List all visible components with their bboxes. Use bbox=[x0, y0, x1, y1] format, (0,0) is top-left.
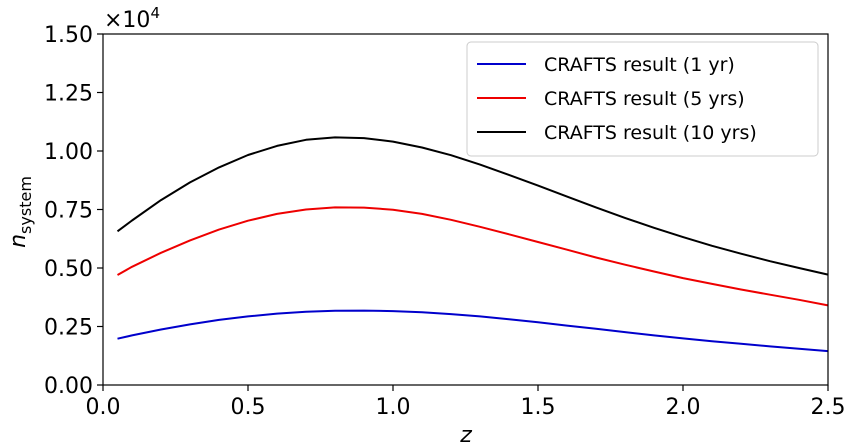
y-ticks: 0.00 0.25 0.50 0.75 1.00 1.25 1.50 bbox=[44, 23, 103, 399]
x-tick-label: 2.0 bbox=[666, 395, 701, 420]
x-tick-label: 0.0 bbox=[86, 395, 121, 420]
y-multiplier-exp: 4 bbox=[150, 4, 160, 22]
y-tick-label: 1.25 bbox=[44, 82, 93, 107]
y-tick-label: 0.00 bbox=[44, 374, 93, 399]
legend: CRAFTS result (1 yr) CRAFTS result (5 yr… bbox=[466, 41, 819, 157]
x-tick-label: 1.0 bbox=[376, 395, 411, 420]
legend-label-10yrs: CRAFTS result (10 yrs) bbox=[544, 122, 757, 144]
series-line-1 bbox=[117, 206, 829, 307]
series-layer bbox=[116, 136, 829, 353]
x-tick-label: 0.5 bbox=[231, 395, 266, 420]
y-tick-label: 0.50 bbox=[44, 257, 93, 282]
legend-label-1yr: CRAFTS result (1 yr) bbox=[544, 54, 735, 76]
legend-label-5yrs: CRAFTS result (5 yrs) bbox=[544, 88, 745, 110]
y-multiplier-base: ×10 bbox=[104, 8, 150, 33]
x-ticks: 0.0 0.5 1.0 1.5 2.0 2.5 bbox=[86, 385, 846, 420]
series-line-2 bbox=[116, 136, 829, 276]
y-tick-label: 0.25 bbox=[44, 316, 93, 341]
y-axis-label-main: n bbox=[6, 234, 31, 248]
y-axis-label: nsystem bbox=[6, 176, 35, 248]
x-tick-label: 1.5 bbox=[521, 395, 556, 420]
y-tick-label: 1.50 bbox=[44, 23, 93, 48]
x-axis-label: z bbox=[459, 423, 472, 448]
y-tick-label: 1.00 bbox=[44, 140, 93, 165]
y-multiplier: ×104 bbox=[104, 4, 160, 33]
x-tick-label: 2.5 bbox=[811, 395, 846, 420]
legend-box bbox=[466, 41, 819, 157]
series-line-0 bbox=[117, 309, 829, 353]
y-axis-label-sub: system bbox=[16, 176, 35, 234]
y-tick-label: 0.75 bbox=[44, 199, 93, 224]
